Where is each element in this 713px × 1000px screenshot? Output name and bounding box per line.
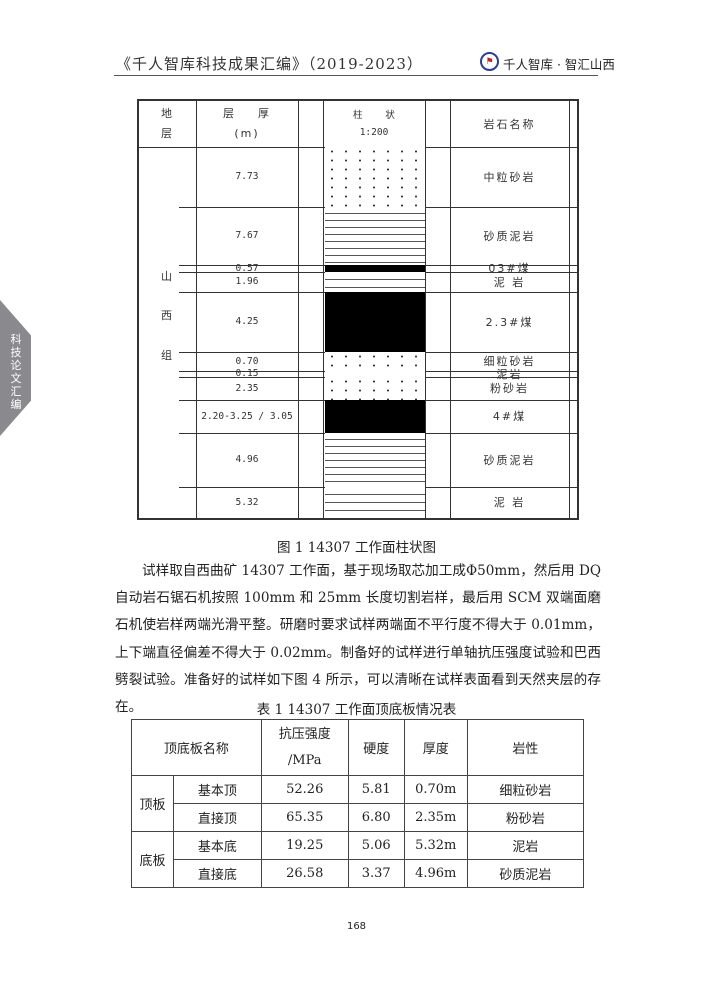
layer-thickness: 1.96 [235, 276, 259, 288]
layer-thickness: 2.35 [235, 382, 259, 394]
group-label: 顶板 [131, 775, 174, 832]
layer-thickness: 0.15 [235, 368, 259, 380]
layer-name: 砂质泥岩 [483, 453, 536, 467]
cell-lithology: 细粒砂岩 [466, 775, 585, 804]
header-thickness: 厚度 [403, 719, 468, 776]
cell-lithology: 泥岩 [466, 831, 585, 860]
figure-column-line [298, 101, 299, 518]
cell-name: 直接底 [173, 859, 262, 888]
lithology-pattern-sand [325, 352, 425, 371]
header-rock-name: 岩石名称 [483, 117, 536, 131]
cell-name: 基本底 [173, 831, 262, 860]
layer-name: 4#煤 [492, 410, 527, 423]
layer-thickness: 2.20-3.25 / 3.05 [201, 410, 293, 422]
table-row: 直接顶 65.35 6.80 2.35m 粉砂岩 [132, 803, 585, 832]
layer-thickness: 7.67 [235, 230, 259, 242]
cell-hardness: 5.06 [347, 831, 405, 860]
table-row: 直接底 26.58 3.37 4.96m 砂质泥岩 [132, 859, 585, 888]
lithology-pattern-mud [325, 272, 425, 292]
side-tab-label: 科技论文汇编 [10, 333, 22, 411]
header-lithology: 岩性 [466, 719, 585, 776]
cell-hardness: 3.37 [347, 859, 405, 888]
group-label: 底板 [131, 831, 174, 888]
figure-column-line [425, 101, 426, 518]
formation-label: 山 西 组 [161, 269, 174, 362]
figure-column-line [323, 101, 324, 518]
cell-thickness: 4.96m [403, 859, 468, 888]
header-rule [114, 75, 598, 76]
lithology-pattern-sand [325, 377, 425, 400]
cell-strength: 65.35 [260, 803, 349, 832]
lithology-pattern-mud [325, 487, 425, 518]
cell-name: 基本顶 [173, 775, 262, 804]
layer-name: 砂质泥岩 [483, 229, 536, 243]
cell-thickness: 2.35m [403, 803, 468, 832]
table-caption: 表 1 14307 工作面顶底板情况表 [256, 702, 457, 718]
cell-thickness: 0.70m [403, 775, 468, 804]
layer-name: 泥 岩 [493, 275, 526, 289]
page-number: 168 [346, 921, 367, 932]
lithology-pattern-coal [325, 400, 425, 433]
layer-thickness: 4.25 [235, 316, 259, 328]
cell-hardness: 6.80 [347, 803, 405, 832]
cell-lithology: 粉砂岩 [466, 803, 585, 832]
lithology-pattern-sandmud [325, 207, 425, 265]
lithology-pattern-sandmud [325, 433, 425, 487]
header-stratum: 地 层 [161, 107, 174, 140]
layer-thickness: 7.73 [235, 171, 259, 183]
cell-strength: 26.58 [260, 859, 349, 888]
layer-name: 粉砂岩 [490, 382, 529, 395]
figure-caption: 图 1 14307 工作面柱状图 [277, 540, 436, 556]
cell-strength: 52.26 [260, 775, 349, 804]
header-title: 《千人智库科技成果汇编》（2019-2023） [116, 55, 423, 73]
lithology-pattern-coal [325, 292, 425, 352]
body-paragraph: 试样取自西曲矿 14307 工作面，基于现场取芯加工成Φ50mm，然后用 DQ … [115, 563, 601, 716]
figure-column-line [569, 101, 570, 518]
cell-strength: 19.25 [260, 831, 349, 860]
header-thickness: 层 厚 (m) [223, 107, 271, 140]
stratigraphic-column-figure: 地 层 层 厚 (m) 柱 状 1:200 岩石名称山 西 组 7.73 中粒砂岩 7.67… [137, 99, 579, 520]
lithology-pattern-coal [325, 265, 425, 272]
table-header-row: 顶底板名称 抗压强度 /MPa 硬度 厚度 岩性 [131, 719, 585, 776]
table-row: 底板 基本底 19.25 5.06 5.32m 泥岩 [131, 831, 585, 888]
brand-logo-icon: ⚑ [480, 52, 499, 71]
lithology-pattern-sand [325, 147, 425, 207]
layer-thickness: 5.32 [235, 496, 259, 508]
header-name: 顶底板名称 [131, 719, 262, 776]
layer-name: 泥岩 [496, 367, 523, 381]
figure-column-line [450, 101, 451, 518]
header-strength: 抗压强度 /MPa [260, 719, 349, 776]
layer-name: 细粒砂岩 [483, 355, 536, 368]
lithology-pattern-mud [325, 371, 425, 377]
layer-thickness: 0.70 [235, 355, 259, 367]
roof-floor-table: 顶底板名称 抗压强度 /MPa 硬度 厚度 岩性 顶板 基本顶 52.26 5.81 0… [131, 719, 585, 888]
layer-name: 03#煤 [488, 262, 531, 275]
layer-name: 泥 岩 [493, 496, 526, 509]
layer-thickness: 0.57 [235, 262, 259, 274]
header-brand: 千人智库 · 智汇山西 [503, 57, 615, 72]
header-hardness: 硬度 [347, 719, 405, 776]
cell-thickness: 5.32m [403, 831, 468, 860]
header-column: 柱 状 1:200 [353, 109, 395, 138]
layer-name: 中粒砂岩 [483, 170, 536, 184]
layer-thickness: 4.96 [235, 454, 259, 466]
cell-name: 直接顶 [173, 803, 262, 832]
cell-lithology: 砂质泥岩 [466, 859, 585, 888]
table-row: 顶板 基本顶 52.26 5.81 0.70m 细粒砂岩 [131, 775, 585, 832]
layer-name: 2.3#煤 [485, 315, 534, 329]
figure-column-line [196, 101, 197, 518]
cell-hardness: 5.81 [347, 775, 405, 804]
